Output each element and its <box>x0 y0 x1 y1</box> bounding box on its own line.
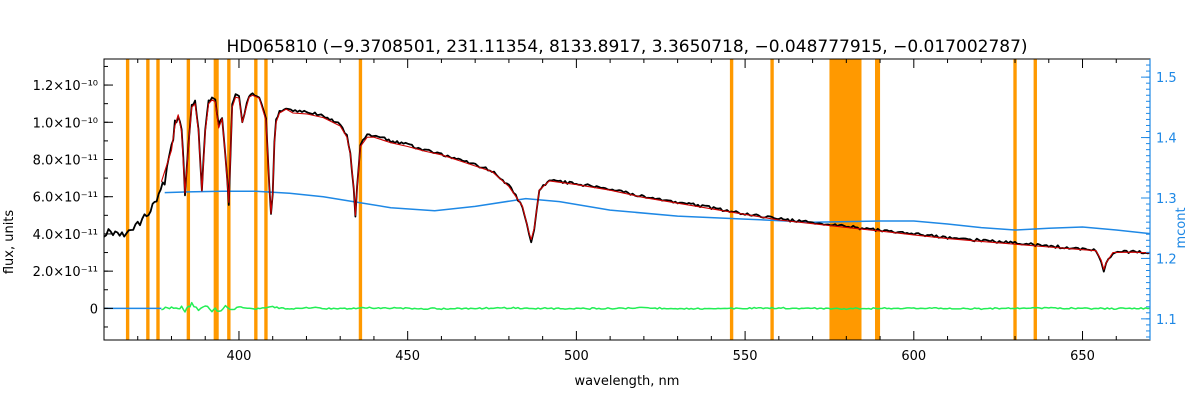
masked-region-4 <box>213 59 219 340</box>
series-mcont <box>164 190 1151 235</box>
series-model <box>160 94 1151 270</box>
masked-region-3 <box>186 59 191 340</box>
chart-title: HD065810 (−9.3708501, 231.11354, 8133.89… <box>226 37 1027 57</box>
x-tick-label: 450 <box>395 349 420 364</box>
x-tick-label: 550 <box>733 349 758 364</box>
masked-region-12 <box>875 59 881 340</box>
masked-region-10 <box>770 59 774 340</box>
series-observed <box>103 92 1151 273</box>
series-residual <box>161 301 1151 313</box>
y-tick-label: 1.2×10⁻¹⁰ <box>33 79 98 94</box>
y-tick-label: 6.0×10⁻¹¹ <box>33 191 98 206</box>
masked-region-13 <box>1013 59 1017 340</box>
y-axis-title: flux, units <box>2 210 17 275</box>
y-tick-label: 0 <box>90 302 98 317</box>
y2-tick-label: 1.4 <box>1156 132 1177 147</box>
masked-region-6 <box>254 59 258 340</box>
x-tick-label: 650 <box>1070 349 1095 364</box>
masked-region-11 <box>829 59 862 340</box>
y2-axis-title: mcont <box>1174 207 1189 248</box>
y-axis-right: 1.1 1.2 1.3 1.4 1.5 <box>1141 59 1177 340</box>
masked-regions <box>125 59 1037 340</box>
masked-region-1 <box>146 59 150 340</box>
masked-region-0 <box>125 59 130 340</box>
y2-tick-label: 1.1 <box>1156 313 1177 328</box>
masked-region-7 <box>264 59 268 340</box>
masked-region-9 <box>729 59 734 340</box>
x-axis: 400 450 500 550 600 650 <box>103 59 1151 364</box>
y-axis-left: 1.2×10⁻¹⁰ 1.0×10⁻¹⁰ 8.0×10⁻¹¹ 6.0×10⁻¹¹ 4.0×… <box>33 65 113 328</box>
y-tick-label: 8.0×10⁻¹¹ <box>33 153 98 168</box>
y2-tick-label: 1.3 <box>1156 192 1177 207</box>
y2-tick-label: 1.2 <box>1156 252 1177 267</box>
x-axis-title: wavelength, nm <box>575 374 680 389</box>
y-tick-label: 2.0×10⁻¹¹ <box>33 265 98 280</box>
x-tick-label: 600 <box>901 349 926 364</box>
masked-region-8 <box>358 59 363 340</box>
x-tick-label: 500 <box>564 349 589 364</box>
y-tick-label: 4.0×10⁻¹¹ <box>33 228 98 243</box>
x-tick-label: 400 <box>227 349 252 364</box>
series-layer <box>103 92 1151 313</box>
masked-region-14 <box>1033 59 1037 340</box>
y2-tick-label: 1.5 <box>1156 71 1177 86</box>
y-tick-label: 1.0×10⁻¹⁰ <box>33 116 98 131</box>
